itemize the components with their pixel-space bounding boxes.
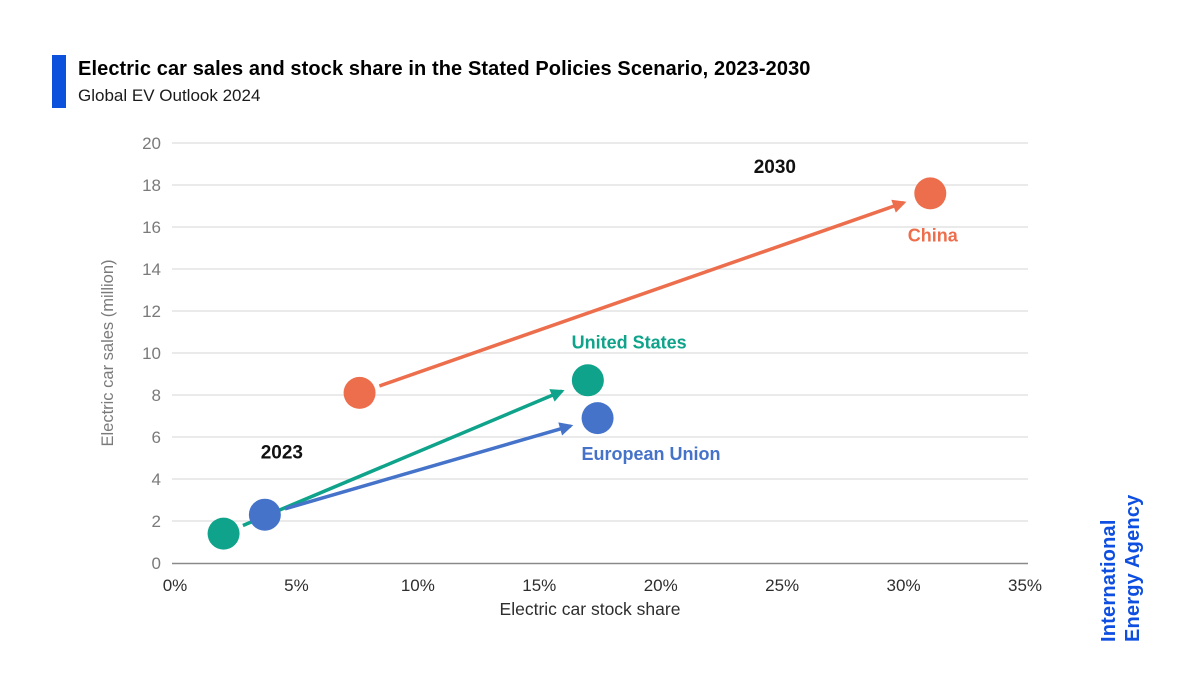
x-tick-label-10: 10%: [401, 576, 435, 595]
page-subtitle: Global EV Outlook 2024: [78, 86, 261, 105]
x-tick-label-15: 15%: [522, 576, 556, 595]
y-tick-label-10: 10: [142, 344, 161, 363]
y-tick-label-8: 8: [152, 386, 161, 405]
iea-logo-line1: International: [1098, 519, 1120, 642]
x-tick-label-25: 25%: [765, 576, 799, 595]
series-label-united-states: United States: [572, 333, 687, 353]
y-tick-label-14: 14: [142, 260, 161, 279]
trend-arrow-european-union: [284, 422, 574, 511]
year-label-2023: 2023: [261, 443, 303, 464]
iea-logo: International Energy Agency: [1097, 462, 1147, 642]
title-accent-bar: [52, 55, 66, 108]
y-tick-label-4: 4: [152, 470, 161, 489]
y-tick-label-16: 16: [142, 218, 161, 237]
data-point-european-union-2023: [248, 498, 281, 531]
trend-arrow-united-states: [242, 389, 565, 528]
data-point-china-2030: [914, 177, 947, 210]
trend-arrow-china: [378, 199, 907, 388]
x-tick-label-5: 5%: [284, 576, 309, 595]
y-tick-label-6: 6: [152, 428, 161, 447]
data-point-china-2023: [343, 376, 376, 409]
y-tick-label-20: 20: [142, 134, 161, 153]
x-axis-title: Electric car stock share: [500, 599, 681, 619]
x-tick-label-0: 0%: [163, 576, 188, 595]
data-point-european-union-2030: [581, 402, 614, 435]
x-tick-label-35: 35%: [1008, 576, 1042, 595]
data-point-united-states-2023: [207, 517, 240, 550]
y-tick-label-0: 0: [152, 554, 161, 573]
series-label-european-union: European Union: [582, 444, 721, 464]
y-tick-label-12: 12: [142, 302, 161, 321]
page-title: Electric car sales and stock share in th…: [78, 58, 811, 80]
y-tick-label-2: 2: [152, 512, 161, 531]
iea-logo-line2: Energy Agency: [1122, 494, 1144, 642]
y-tick-label-18: 18: [142, 176, 161, 195]
data-point-united-states-2030: [571, 364, 604, 397]
x-tick-label-20: 20%: [644, 576, 678, 595]
x-tick-label-30: 30%: [887, 576, 921, 595]
year-label-2030: 2030: [754, 157, 796, 178]
y-axis-title: Electric car sales (million): [99, 259, 117, 446]
series-label-china: China: [908, 225, 959, 245]
